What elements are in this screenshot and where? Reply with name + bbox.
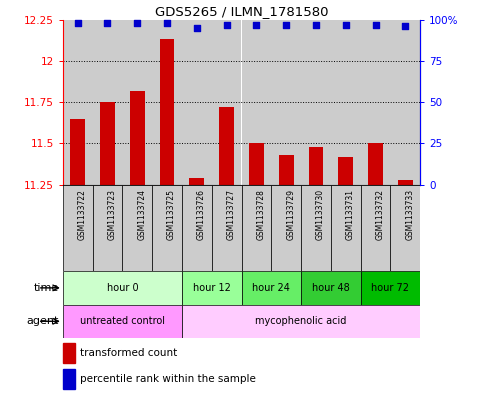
Text: agent: agent	[27, 316, 59, 326]
Text: GSM1133732: GSM1133732	[376, 189, 384, 240]
Text: hour 0: hour 0	[107, 283, 138, 293]
Bar	[63, 369, 75, 389]
Text: hour 12: hour 12	[193, 283, 231, 293]
FancyBboxPatch shape	[242, 185, 271, 271]
Text: GSM1133725: GSM1133725	[167, 189, 176, 240]
FancyBboxPatch shape	[271, 185, 301, 271]
FancyBboxPatch shape	[242, 271, 301, 305]
Text: GSM1133726: GSM1133726	[197, 189, 206, 240]
FancyBboxPatch shape	[301, 185, 331, 271]
Bar	[212, 20, 242, 185]
Point	[253, 22, 260, 28]
FancyBboxPatch shape	[63, 271, 182, 305]
Point	[133, 20, 141, 26]
Bar	[70, 119, 85, 185]
Text: GSM1133727: GSM1133727	[227, 189, 236, 240]
Text: hour 72: hour 72	[371, 283, 410, 293]
Text: GSM1133730: GSM1133730	[316, 189, 325, 240]
Point	[401, 23, 409, 29]
FancyBboxPatch shape	[63, 305, 182, 338]
FancyBboxPatch shape	[63, 185, 93, 271]
FancyBboxPatch shape	[93, 185, 122, 271]
Text: GSM1133722: GSM1133722	[78, 189, 86, 240]
Bar	[398, 180, 413, 185]
Point	[193, 25, 201, 31]
Bar	[242, 20, 271, 185]
Bar	[152, 20, 182, 185]
Bar	[63, 20, 93, 185]
Bar	[182, 20, 212, 185]
Text: GSM1133728: GSM1133728	[256, 189, 265, 240]
Bar	[309, 147, 324, 185]
Bar	[368, 143, 383, 185]
Bar	[361, 20, 390, 185]
FancyBboxPatch shape	[390, 185, 420, 271]
Bar	[122, 20, 152, 185]
Text: GSM1133729: GSM1133729	[286, 189, 295, 240]
Bar	[338, 157, 353, 185]
Point	[282, 22, 290, 28]
FancyBboxPatch shape	[331, 185, 361, 271]
Text: hour 48: hour 48	[312, 283, 350, 293]
Text: GSM1133723: GSM1133723	[108, 189, 116, 240]
FancyBboxPatch shape	[182, 305, 420, 338]
FancyBboxPatch shape	[212, 185, 242, 271]
Point	[74, 20, 82, 26]
Text: GSM1133731: GSM1133731	[346, 189, 355, 240]
Point	[223, 22, 230, 28]
Point	[342, 22, 350, 28]
FancyBboxPatch shape	[182, 185, 212, 271]
Text: mycophenolic acid: mycophenolic acid	[256, 316, 347, 326]
Bar	[249, 143, 264, 185]
Bar	[219, 107, 234, 185]
FancyBboxPatch shape	[152, 185, 182, 271]
Point	[163, 20, 171, 26]
Text: percentile rank within the sample: percentile rank within the sample	[80, 374, 256, 384]
Point	[372, 22, 380, 28]
Bar	[271, 20, 301, 185]
Bar	[279, 155, 294, 185]
Text: transformed count: transformed count	[80, 348, 177, 358]
Bar	[189, 178, 204, 185]
Bar	[390, 20, 420, 185]
Text: untreated control: untreated control	[80, 316, 165, 326]
Bar	[93, 20, 122, 185]
Text: hour 24: hour 24	[252, 283, 290, 293]
Text: time: time	[34, 283, 59, 293]
Bar	[63, 343, 75, 363]
Title: GDS5265 / ILMN_1781580: GDS5265 / ILMN_1781580	[155, 6, 328, 18]
FancyBboxPatch shape	[361, 271, 420, 305]
Bar	[331, 20, 361, 185]
FancyBboxPatch shape	[361, 185, 390, 271]
Bar	[159, 39, 174, 185]
Point	[312, 22, 320, 28]
Bar	[301, 20, 331, 185]
FancyBboxPatch shape	[182, 271, 242, 305]
FancyBboxPatch shape	[122, 185, 152, 271]
FancyBboxPatch shape	[301, 271, 361, 305]
Bar	[130, 91, 145, 185]
Bar	[100, 102, 115, 185]
Text: GSM1133733: GSM1133733	[405, 189, 414, 240]
Point	[104, 20, 112, 26]
Text: GSM1133724: GSM1133724	[137, 189, 146, 240]
